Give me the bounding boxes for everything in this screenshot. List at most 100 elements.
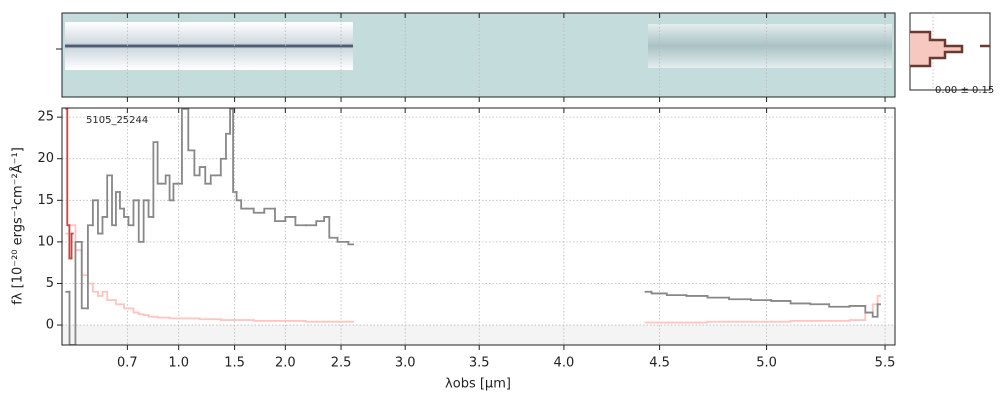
spectrum-step bbox=[97, 290, 104, 297]
x-tick-label: 3.0 bbox=[395, 356, 416, 371]
spectrum-step bbox=[876, 295, 881, 306]
spectrum-step bbox=[142, 199, 150, 243]
x-tick-label: 4.0 bbox=[554, 356, 575, 371]
spectrum-step bbox=[240, 199, 248, 210]
spectrum-2d bbox=[56, 12, 896, 98]
spectrum-step bbox=[864, 305, 874, 314]
spectrum-step bbox=[252, 207, 266, 214]
x-tick-label: 4.5 bbox=[649, 356, 670, 371]
spectrum-step bbox=[871, 303, 879, 314]
spectrum-step bbox=[828, 303, 851, 308]
spectrum-step bbox=[848, 305, 867, 308]
y-tick-label: 10 bbox=[37, 234, 54, 249]
spectrum-step bbox=[115, 191, 121, 227]
spectrum-step bbox=[132, 199, 140, 227]
spectrum-step bbox=[80, 240, 89, 310]
spectrum-step bbox=[137, 199, 145, 243]
spectrum-step bbox=[123, 303, 130, 310]
spectrum-step bbox=[101, 290, 109, 297]
spectrum-step bbox=[665, 292, 688, 297]
y-tick-label: 20 bbox=[37, 151, 54, 166]
y-tick-label: 5 bbox=[46, 276, 54, 291]
x-tick-label: 1.5 bbox=[224, 356, 245, 371]
spectrum-step bbox=[147, 314, 155, 318]
spectrum-step bbox=[232, 108, 238, 193]
spectrum-step bbox=[315, 220, 326, 227]
plot-area bbox=[62, 108, 895, 345]
spectrum-step bbox=[198, 166, 207, 177]
spectrum-step bbox=[181, 108, 190, 185]
spectrum-step bbox=[152, 141, 159, 218]
spectrum-step bbox=[106, 290, 113, 301]
spectrum-step bbox=[252, 319, 266, 322]
spectrum-step bbox=[209, 174, 217, 185]
spectrum-step bbox=[147, 199, 155, 218]
spectrum-step bbox=[328, 216, 339, 239]
spectrum-step bbox=[156, 315, 163, 319]
spectrum-step bbox=[225, 132, 231, 160]
spectrum-step bbox=[187, 108, 196, 152]
spectrum-step bbox=[204, 166, 212, 185]
negative-region bbox=[62, 325, 895, 345]
spectrum-step bbox=[127, 216, 135, 227]
spectrum-step bbox=[142, 313, 150, 316]
spectrum-step bbox=[347, 240, 355, 246]
spectrum-step bbox=[164, 174, 171, 185]
x-tick-label: 3.5 bbox=[469, 356, 490, 371]
spectrum-step bbox=[101, 216, 109, 235]
spectrum-step bbox=[323, 216, 331, 222]
annotation: 5105_25244 bbox=[86, 115, 148, 126]
x-tick-label: 2.0 bbox=[275, 356, 296, 371]
spectrum-step bbox=[876, 303, 881, 318]
spectrum-step bbox=[198, 317, 207, 321]
spectrum-step bbox=[294, 216, 307, 227]
spectrum-step bbox=[750, 298, 773, 301]
spectrum-step bbox=[91, 282, 99, 293]
spectrum-step bbox=[336, 236, 350, 243]
spectrum-step bbox=[115, 299, 121, 306]
y-tick-label: 15 bbox=[37, 193, 54, 208]
spectrum-step bbox=[91, 199, 99, 227]
spectrum-step bbox=[304, 319, 318, 323]
spectrum-step bbox=[68, 290, 77, 345]
spectrum-step bbox=[168, 174, 175, 202]
spectrum-step bbox=[87, 224, 94, 310]
spectrum-step bbox=[229, 108, 234, 135]
spectrum-step bbox=[123, 207, 130, 218]
spectrum-step bbox=[848, 319, 867, 322]
spectrum-step bbox=[274, 207, 287, 222]
spectrum-step bbox=[172, 182, 178, 202]
spectrum-step bbox=[70, 232, 74, 260]
profile-label: 0.00 ± 0.15 bbox=[935, 85, 994, 96]
spectrum-step bbox=[263, 207, 276, 214]
spectrum-step bbox=[789, 300, 812, 305]
spectrum-step bbox=[168, 316, 175, 320]
spectrum-step bbox=[235, 191, 243, 202]
spectrum-step bbox=[219, 318, 227, 321]
x-tick-label: 1.0 bbox=[168, 356, 189, 371]
spectrum-step bbox=[74, 240, 83, 345]
spectrum-step bbox=[789, 319, 812, 323]
x-tick-label: 0.7 bbox=[117, 356, 138, 371]
profile-panel: 0.00 ± 0.15 bbox=[909, 12, 994, 96]
spectrum-step bbox=[97, 199, 104, 235]
x-tick-label: 5.0 bbox=[756, 356, 777, 371]
spectrum-step bbox=[809, 302, 831, 306]
spectrum-step bbox=[706, 295, 730, 299]
y-axis-label: fλ [10⁻²⁰ ergs⁻¹cm⁻²Å⁻¹] bbox=[10, 147, 26, 305]
spectrum-step bbox=[219, 157, 227, 177]
spectrum-step bbox=[650, 290, 668, 295]
spectrum-step bbox=[871, 311, 879, 318]
spectrum-step bbox=[193, 149, 201, 177]
spectrum-step bbox=[106, 174, 113, 218]
plot-frame bbox=[61, 107, 896, 346]
plot-lines bbox=[65, 108, 881, 345]
spectrum-step bbox=[284, 216, 297, 222]
spectrum-step bbox=[770, 299, 792, 302]
spectrum-step bbox=[706, 320, 730, 324]
y-tick-label: 25 bbox=[37, 110, 54, 125]
spectrum-step bbox=[111, 174, 117, 227]
x-tick-label: 5.5 bbox=[875, 356, 896, 371]
spectrum-step bbox=[685, 294, 709, 297]
